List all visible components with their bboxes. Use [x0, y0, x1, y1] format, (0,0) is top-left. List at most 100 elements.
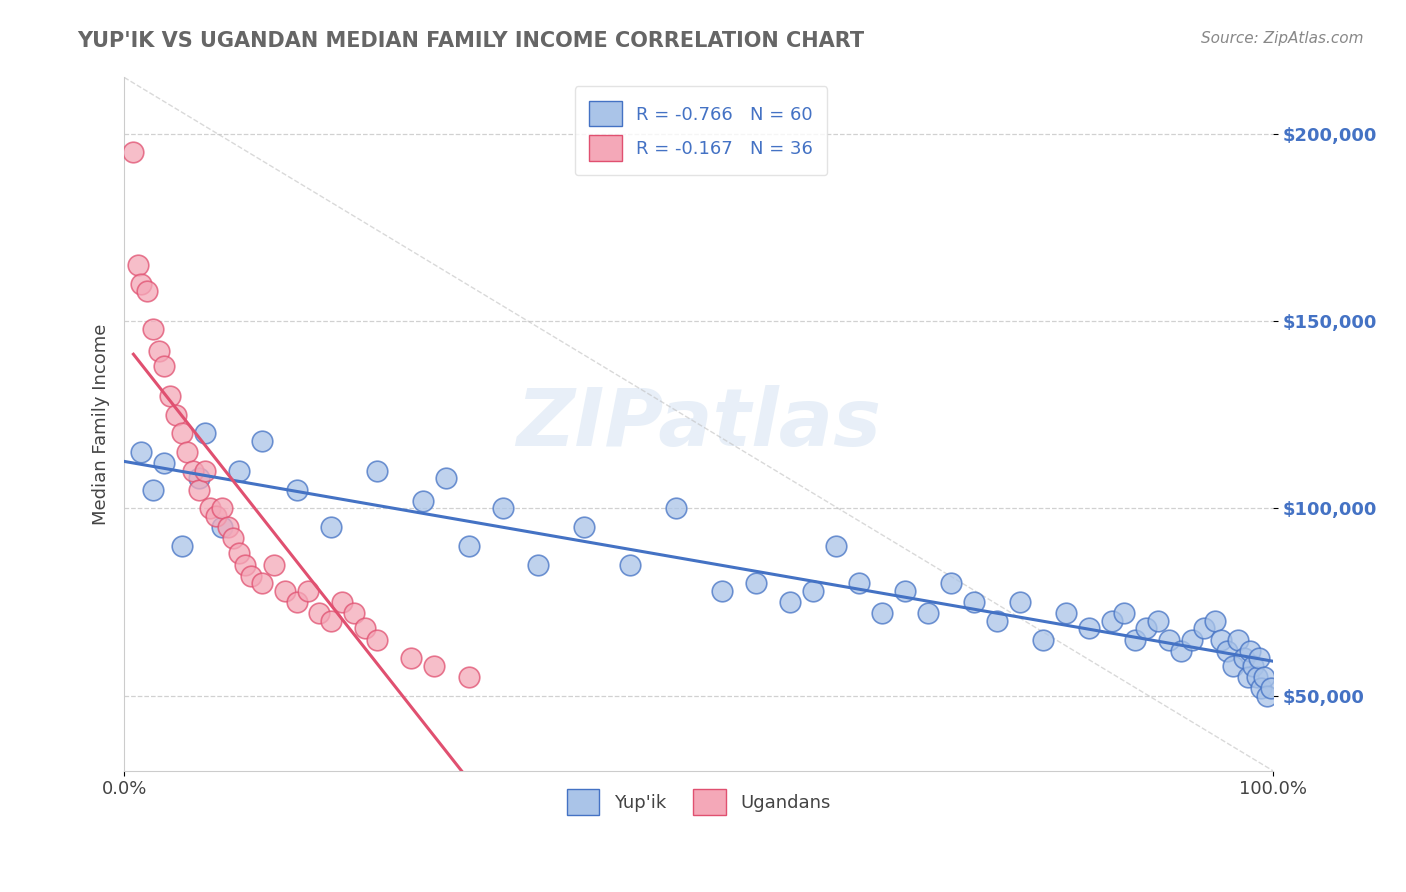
Point	[526, 558, 548, 572]
Point	[457, 539, 479, 553]
Text: YUP'IK VS UGANDAN MEDIAN FAMILY INCOME CORRELATION CHART: YUP'IK VS UGANDAN MEDIAN FAMILY INCOME C…	[77, 31, 865, 51]
Point	[332, 595, 354, 609]
Point	[148, 343, 170, 358]
Point	[205, 508, 228, 523]
Point	[1032, 632, 1054, 647]
Point	[142, 483, 165, 497]
Point	[1246, 670, 1268, 684]
Point	[136, 284, 159, 298]
Point	[239, 569, 262, 583]
Point	[894, 583, 917, 598]
Point	[366, 632, 388, 647]
Point	[194, 464, 217, 478]
Point	[165, 408, 187, 422]
Point	[343, 607, 366, 621]
Point	[872, 607, 894, 621]
Point	[211, 520, 233, 534]
Legend: Yup'ik, Ugandans: Yup'ik, Ugandans	[558, 780, 839, 824]
Point	[228, 464, 250, 478]
Point	[131, 277, 153, 291]
Point	[401, 651, 423, 665]
Point	[297, 583, 319, 598]
Point	[250, 576, 273, 591]
Point	[619, 558, 641, 572]
Point	[710, 583, 733, 598]
Point	[1253, 670, 1275, 684]
Point	[423, 658, 446, 673]
Point	[1112, 607, 1135, 621]
Y-axis label: Median Family Income: Median Family Income	[93, 324, 110, 524]
Point	[572, 520, 595, 534]
Point	[848, 576, 870, 591]
Point	[1181, 632, 1204, 647]
Point	[176, 445, 198, 459]
Point	[319, 614, 342, 628]
Point	[366, 464, 388, 478]
Point	[1078, 621, 1101, 635]
Point	[963, 595, 986, 609]
Point	[803, 583, 825, 598]
Point	[1239, 644, 1261, 658]
Point	[170, 539, 193, 553]
Point	[159, 389, 181, 403]
Point	[170, 426, 193, 441]
Point	[1216, 644, 1239, 658]
Point	[1170, 644, 1192, 658]
Point	[285, 483, 308, 497]
Point	[194, 426, 217, 441]
Text: ZIPatlas: ZIPatlas	[516, 385, 882, 463]
Point	[122, 145, 145, 160]
Point	[354, 621, 377, 635]
Point	[1159, 632, 1181, 647]
Point	[127, 258, 149, 272]
Point	[263, 558, 285, 572]
Point	[412, 494, 434, 508]
Point	[1123, 632, 1146, 647]
Point	[181, 464, 204, 478]
Point	[1147, 614, 1170, 628]
Point	[187, 483, 209, 497]
Point	[1256, 689, 1278, 703]
Point	[1101, 614, 1123, 628]
Point	[222, 532, 245, 546]
Point	[142, 321, 165, 335]
Point	[917, 607, 939, 621]
Point	[250, 434, 273, 448]
Point	[211, 501, 233, 516]
Point	[1227, 632, 1250, 647]
Point	[1247, 651, 1270, 665]
Point	[1250, 681, 1272, 696]
Point	[986, 614, 1008, 628]
Point	[745, 576, 768, 591]
Point	[1192, 621, 1215, 635]
Point	[274, 583, 297, 598]
Point	[187, 471, 209, 485]
Point	[1236, 670, 1258, 684]
Point	[228, 546, 250, 560]
Point	[434, 471, 457, 485]
Point	[1211, 632, 1233, 647]
Point	[1241, 658, 1264, 673]
Point	[308, 607, 330, 621]
Point	[131, 445, 153, 459]
Point	[1010, 595, 1032, 609]
Point	[285, 595, 308, 609]
Point	[319, 520, 342, 534]
Point	[233, 558, 256, 572]
Point	[153, 457, 176, 471]
Point	[1260, 681, 1282, 696]
Point	[492, 501, 515, 516]
Text: Source: ZipAtlas.com: Source: ZipAtlas.com	[1201, 31, 1364, 46]
Point	[457, 670, 479, 684]
Point	[779, 595, 801, 609]
Point	[1204, 614, 1226, 628]
Point	[200, 501, 222, 516]
Point	[825, 539, 848, 553]
Point	[1222, 658, 1244, 673]
Point	[1054, 607, 1077, 621]
Point	[153, 359, 176, 373]
Point	[1135, 621, 1157, 635]
Point	[941, 576, 963, 591]
Point	[1233, 651, 1256, 665]
Point	[217, 520, 239, 534]
